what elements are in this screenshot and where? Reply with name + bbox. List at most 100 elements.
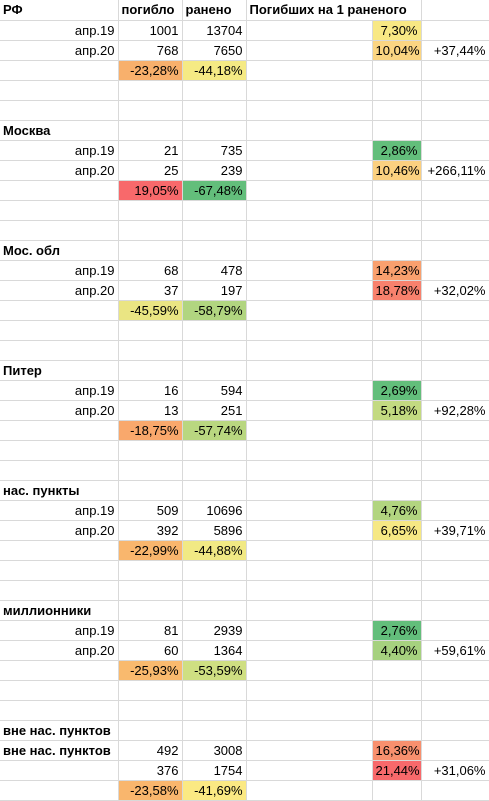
empty-cell[interactable] bbox=[421, 780, 489, 801]
section-title-cell[interactable]: Мос. обл bbox=[0, 240, 119, 261]
empty-cell[interactable] bbox=[421, 460, 489, 481]
empty-cell[interactable] bbox=[246, 400, 373, 421]
killed-cell[interactable]: 16 bbox=[118, 380, 183, 401]
period-cell[interactable]: апр.20 bbox=[0, 520, 119, 541]
empty-cell[interactable] bbox=[246, 560, 373, 581]
empty-cell[interactable] bbox=[0, 780, 119, 801]
empty-cell[interactable] bbox=[182, 220, 247, 241]
empty-cell[interactable] bbox=[118, 480, 183, 501]
section-title-cell[interactable]: вне нас. пунктов bbox=[0, 720, 119, 741]
delta-killed-cell[interactable]: 19,05% bbox=[118, 180, 183, 201]
empty-cell[interactable] bbox=[182, 320, 247, 341]
empty-cell[interactable] bbox=[372, 120, 422, 141]
empty-cell[interactable] bbox=[246, 680, 373, 701]
empty-cell[interactable] bbox=[421, 60, 489, 81]
empty-cell[interactable] bbox=[182, 720, 247, 741]
empty-cell[interactable] bbox=[0, 80, 119, 101]
empty-cell[interactable] bbox=[246, 200, 373, 221]
empty-cell[interactable] bbox=[421, 100, 489, 121]
delta-killed-cell[interactable]: -23,58% bbox=[118, 780, 183, 801]
injured-cell[interactable]: 3008 bbox=[182, 740, 247, 761]
empty-cell[interactable] bbox=[246, 420, 373, 441]
delta-injured-cell[interactable]: -44,88% bbox=[182, 540, 247, 561]
empty-cell[interactable] bbox=[246, 220, 373, 241]
injured-cell[interactable]: 5896 bbox=[182, 520, 247, 541]
empty-cell[interactable] bbox=[182, 80, 247, 101]
period-cell[interactable]: апр.19 bbox=[0, 20, 119, 41]
empty-cell[interactable] bbox=[421, 340, 489, 361]
section-title-cell[interactable]: миллионники bbox=[0, 600, 119, 621]
empty-cell[interactable] bbox=[246, 540, 373, 561]
empty-cell[interactable] bbox=[246, 360, 373, 381]
empty-cell[interactable] bbox=[421, 680, 489, 701]
empty-cell[interactable] bbox=[0, 220, 119, 241]
empty-cell[interactable] bbox=[246, 440, 373, 461]
killed-cell[interactable]: 492 bbox=[118, 740, 183, 761]
empty-cell[interactable] bbox=[421, 240, 489, 261]
period-cell[interactable]: апр.20 bbox=[0, 400, 119, 421]
empty-cell[interactable] bbox=[372, 540, 422, 561]
delta-injured-cell[interactable]: -41,69% bbox=[182, 780, 247, 801]
period-cell[interactable]: апр.19 bbox=[0, 620, 119, 641]
change-cell[interactable] bbox=[421, 260, 489, 281]
empty-cell[interactable] bbox=[421, 220, 489, 241]
change-cell[interactable] bbox=[421, 620, 489, 641]
change-cell[interactable]: +31,06% bbox=[421, 760, 489, 781]
empty-cell[interactable] bbox=[0, 420, 119, 441]
empty-cell[interactable] bbox=[246, 460, 373, 481]
empty-cell[interactable] bbox=[0, 680, 119, 701]
empty-cell[interactable] bbox=[118, 220, 183, 241]
ratio-cell[interactable]: 10,04% bbox=[372, 40, 422, 61]
killed-cell[interactable]: 392 bbox=[118, 520, 183, 541]
change-cell[interactable]: +37,44% bbox=[421, 40, 489, 61]
empty-cell[interactable] bbox=[182, 680, 247, 701]
empty-cell[interactable] bbox=[246, 380, 373, 401]
change-cell[interactable]: +39,71% bbox=[421, 520, 489, 541]
empty-cell[interactable] bbox=[421, 320, 489, 341]
change-cell[interactable] bbox=[421, 380, 489, 401]
empty-cell[interactable] bbox=[246, 620, 373, 641]
empty-cell[interactable] bbox=[0, 100, 119, 121]
empty-cell[interactable] bbox=[118, 340, 183, 361]
empty-cell[interactable] bbox=[0, 300, 119, 321]
empty-cell[interactable] bbox=[0, 660, 119, 681]
empty-cell[interactable] bbox=[421, 440, 489, 461]
empty-cell[interactable] bbox=[372, 560, 422, 581]
empty-cell[interactable] bbox=[0, 560, 119, 581]
empty-cell[interactable] bbox=[372, 180, 422, 201]
ratio-cell[interactable]: 16,36% bbox=[372, 740, 422, 761]
change-cell[interactable]: +32,02% bbox=[421, 280, 489, 301]
empty-cell[interactable] bbox=[372, 60, 422, 81]
ratio-cell[interactable]: 14,23% bbox=[372, 260, 422, 281]
empty-cell[interactable] bbox=[246, 60, 373, 81]
injured-cell[interactable]: 251 bbox=[182, 400, 247, 421]
delta-injured-cell[interactable]: -44,18% bbox=[182, 60, 247, 81]
killed-cell[interactable]: 13 bbox=[118, 400, 183, 421]
ratio-cell[interactable]: 6,65% bbox=[372, 520, 422, 541]
empty-cell[interactable] bbox=[421, 660, 489, 681]
killed-cell[interactable]: 60 bbox=[118, 640, 183, 661]
empty-cell[interactable] bbox=[246, 740, 373, 761]
period-cell[interactable]: апр.20 bbox=[0, 640, 119, 661]
ratio-header-cell[interactable]: Погибших на 1 раненого bbox=[246, 0, 422, 21]
ratio-cell[interactable]: 10,46% bbox=[372, 160, 422, 181]
empty-cell[interactable] bbox=[372, 440, 422, 461]
empty-cell[interactable] bbox=[421, 80, 489, 101]
period-cell[interactable] bbox=[0, 760, 119, 781]
empty-cell[interactable] bbox=[421, 300, 489, 321]
empty-cell[interactable] bbox=[372, 220, 422, 241]
empty-cell[interactable] bbox=[118, 560, 183, 581]
injured-cell[interactable]: 1364 bbox=[182, 640, 247, 661]
delta-injured-cell[interactable]: -57,74% bbox=[182, 420, 247, 441]
empty-cell[interactable] bbox=[372, 360, 422, 381]
empty-cell[interactable] bbox=[182, 360, 247, 381]
delta-killed-cell[interactable]: -45,59% bbox=[118, 300, 183, 321]
empty-cell[interactable] bbox=[246, 480, 373, 501]
empty-cell[interactable] bbox=[372, 480, 422, 501]
killed-header-cell[interactable]: погибло bbox=[118, 0, 183, 21]
empty-cell[interactable] bbox=[182, 340, 247, 361]
empty-cell[interactable] bbox=[372, 100, 422, 121]
empty-cell[interactable] bbox=[421, 180, 489, 201]
empty-cell[interactable] bbox=[372, 680, 422, 701]
empty-cell[interactable] bbox=[118, 100, 183, 121]
